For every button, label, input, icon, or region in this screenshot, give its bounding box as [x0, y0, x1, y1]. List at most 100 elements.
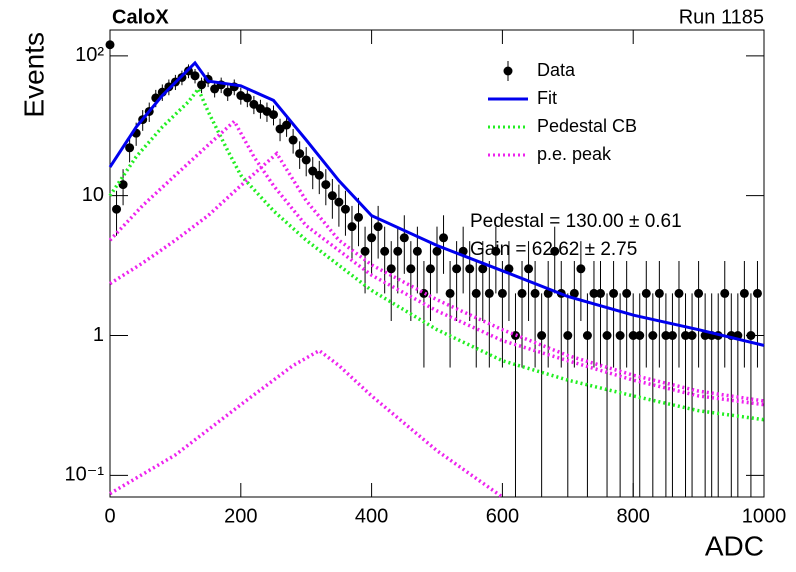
x-tick-label: 400 — [355, 505, 388, 527]
data-point — [406, 264, 416, 274]
curve — [109, 348, 504, 499]
data-point — [367, 233, 377, 243]
data-point — [242, 93, 252, 103]
data-point — [622, 288, 632, 298]
data-point — [105, 40, 115, 50]
y-tick-label: 1 — [93, 324, 104, 346]
data-point — [484, 288, 494, 298]
data-point — [648, 331, 658, 341]
x-axis-title: ADC — [705, 530, 764, 561]
data-point — [628, 331, 638, 341]
data-point — [752, 288, 762, 298]
data-point — [615, 331, 625, 341]
data-point — [452, 264, 462, 274]
data-point — [471, 288, 481, 298]
data-point — [746, 331, 756, 341]
x-tick-label: 200 — [224, 505, 257, 527]
data-point — [641, 288, 651, 298]
data-point — [321, 180, 331, 190]
data-point — [524, 264, 534, 274]
data-point — [635, 331, 645, 341]
data-point — [118, 180, 128, 190]
data-point — [694, 288, 704, 298]
plot-frame — [109, 29, 765, 498]
data-point — [269, 110, 278, 120]
data-point — [681, 331, 691, 341]
x-tick-label: 800 — [617, 505, 650, 527]
data-point — [210, 84, 220, 94]
data-point — [602, 331, 612, 341]
data-point — [687, 331, 697, 341]
x-tick-label: 0 — [104, 505, 115, 527]
y-axis-title: Events — [18, 32, 49, 118]
legend-label: p.e. peak — [537, 144, 612, 164]
curve — [108, 60, 765, 347]
data-point — [739, 288, 749, 298]
data-point — [295, 149, 305, 159]
data-point — [720, 288, 730, 298]
data-point — [112, 204, 122, 214]
y-tick-label: 10⁻¹ — [65, 464, 105, 486]
x-tick-label: 600 — [486, 505, 519, 527]
chart-title: CaloX — [112, 6, 169, 28]
data-point — [609, 288, 619, 298]
data-point — [301, 155, 311, 165]
data-point — [465, 264, 475, 274]
data-point — [550, 246, 560, 256]
data-point — [288, 135, 298, 145]
data-point — [497, 288, 507, 298]
data-point — [491, 246, 501, 256]
data-point — [223, 87, 233, 97]
data-point — [373, 222, 383, 232]
curve — [108, 118, 765, 407]
data-point — [530, 288, 540, 298]
data-point — [569, 288, 579, 298]
data-point — [589, 288, 599, 298]
data-point — [334, 197, 344, 207]
data-point — [197, 80, 207, 90]
data-point — [445, 288, 455, 298]
data-point — [563, 331, 573, 341]
data-point — [399, 233, 409, 243]
legend-label: Fit — [537, 88, 557, 108]
x-tick-label: 1000 — [742, 505, 787, 527]
data-point — [249, 99, 259, 109]
data-point — [314, 170, 324, 180]
data-point — [674, 288, 684, 298]
curve — [109, 150, 765, 403]
data-point — [347, 222, 357, 232]
data-point — [537, 331, 547, 341]
data-point — [327, 191, 337, 201]
data-point — [432, 246, 442, 256]
data-point — [582, 331, 592, 341]
y-tick-label: 10 — [82, 184, 104, 206]
data-point — [308, 166, 318, 176]
legend-label: Pedestal CB — [537, 116, 637, 136]
data-point — [654, 288, 664, 298]
data-point — [125, 143, 135, 153]
data-point — [275, 124, 285, 134]
data-point — [354, 212, 364, 222]
data-point — [282, 120, 292, 130]
data-point — [360, 246, 370, 256]
data-point — [661, 331, 671, 341]
annotation: Pedestal = 130.00 ± 0.61 — [470, 211, 682, 232]
legend-marker — [503, 66, 513, 76]
data-point — [412, 246, 422, 256]
data-point — [425, 264, 435, 274]
data-point — [380, 246, 390, 256]
curve — [108, 85, 765, 422]
data-point — [576, 264, 586, 274]
legend-label: Data — [537, 60, 576, 80]
data-point — [393, 246, 403, 256]
y-tick-label: 10² — [75, 44, 104, 66]
run-label: Run 1185 — [679, 6, 764, 28]
data-point — [667, 331, 677, 341]
data-point — [190, 71, 200, 81]
data-point — [596, 288, 605, 298]
data-point — [478, 264, 488, 274]
data-point — [386, 264, 396, 274]
data-point — [517, 288, 527, 298]
data-point — [340, 204, 350, 214]
